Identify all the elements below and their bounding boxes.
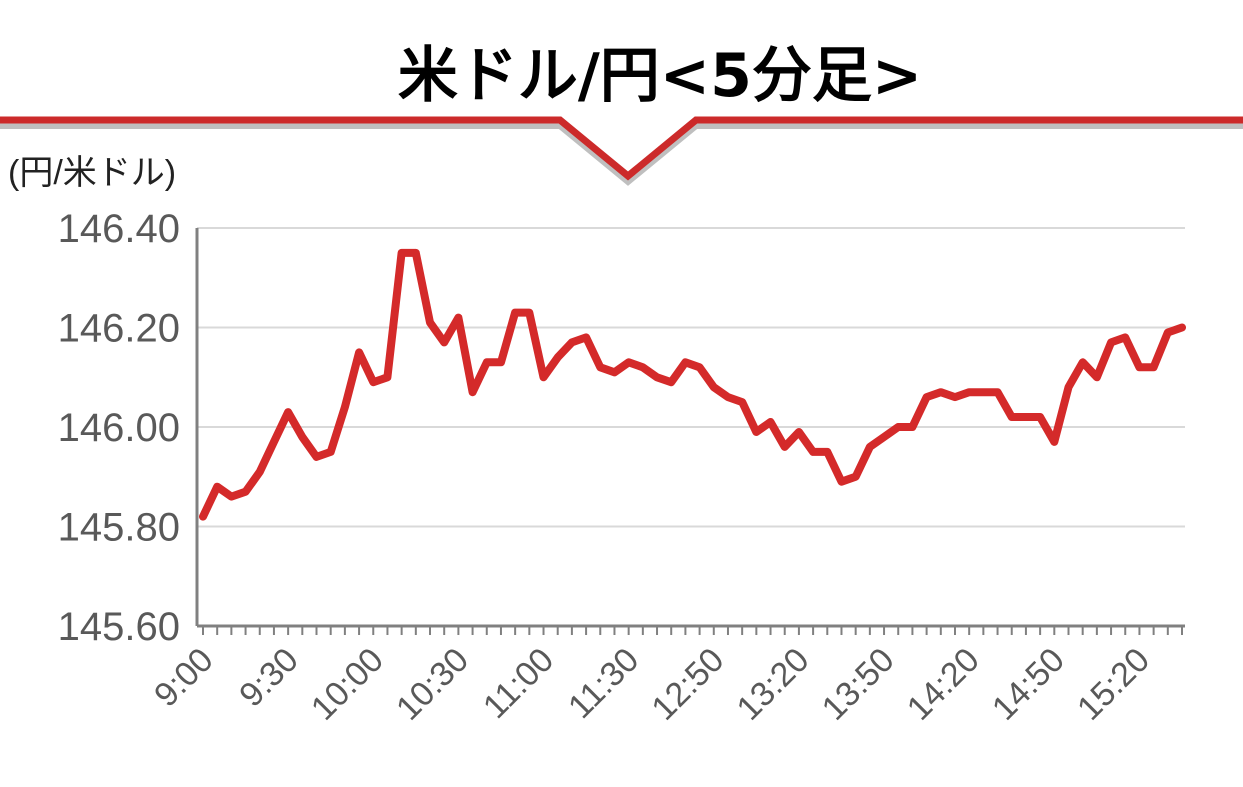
y-tick-label: 145.60	[58, 605, 180, 649]
y-tick-label: 146.00	[58, 406, 180, 450]
x-tick-label: 10:30	[389, 641, 476, 728]
x-tick-label: 11:00	[476, 641, 561, 726]
banner-line	[0, 116, 1243, 181]
y-tick-label: 145.80	[58, 506, 180, 550]
x-tick-label: 12:50	[644, 641, 731, 728]
x-tick-label: 15:20	[1070, 641, 1157, 728]
x-tick-label: 10:00	[304, 641, 391, 728]
x-tick-label: 14:20	[900, 641, 987, 728]
series-line	[199, 248, 1186, 521]
x-tick-label: 13:20	[730, 641, 817, 728]
gridlines	[197, 227, 1185, 528]
y-tick-label: 146.40	[58, 207, 180, 251]
x-tick-label: 9:00	[147, 641, 221, 715]
banner-shadow	[0, 123, 1243, 186]
title-banner	[0, 116, 1243, 186]
axes	[195, 228, 1185, 635]
y-tick-labels: 146.40 146.20 146.00 145.80 145.60	[58, 207, 180, 649]
x-tick-label: 9:30	[232, 641, 306, 715]
x-tick-label: 11:30	[561, 641, 646, 726]
series-layer	[199, 248, 1186, 521]
x-tick-label: 13:50	[815, 641, 902, 728]
x-tick-label: 14:50	[985, 641, 1072, 728]
y-axis-unit-label: (円/米ドル)	[8, 154, 176, 192]
y-tick-label: 146.20	[58, 307, 180, 351]
chart-title: 米ドル/円<5分足>	[398, 41, 922, 111]
